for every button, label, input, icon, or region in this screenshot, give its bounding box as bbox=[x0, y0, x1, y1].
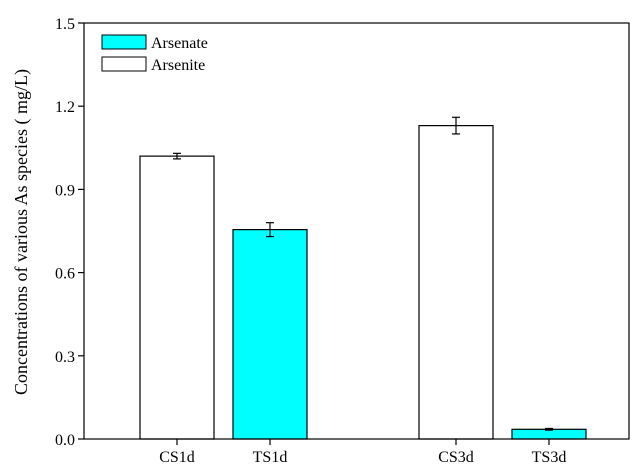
bar-cs1d bbox=[139, 155, 215, 440]
legend: Arsenate Arsenite bbox=[101, 34, 208, 74]
bar-ts1d bbox=[232, 229, 308, 440]
legend-label-arsenate: Arsenate bbox=[151, 35, 208, 52]
y-axis-ticks: 0.0 0.3 0.6 0.9 1.2 1.5 bbox=[55, 16, 84, 449]
bar-cs3d bbox=[418, 125, 494, 440]
y-tick-label: 1.5 bbox=[55, 16, 75, 33]
y-tick-label: 1.2 bbox=[55, 99, 75, 116]
legend-label-arsenite: Arsenite bbox=[151, 57, 205, 74]
plot-frame bbox=[83, 22, 630, 440]
x-tick-label: CS3d bbox=[438, 449, 474, 466]
bar-ts3d bbox=[511, 428, 587, 440]
x-axis-ticks: CS1d TS1d CS3d TS3d bbox=[159, 439, 566, 466]
error-bar-ts3d bbox=[545, 427, 553, 431]
error-bar-cs1d bbox=[173, 152, 181, 160]
error-bar-cs3d bbox=[452, 116, 460, 135]
bars bbox=[139, 116, 587, 440]
x-tick-label: CS1d bbox=[159, 449, 195, 466]
legend-swatch-arsenite bbox=[101, 56, 147, 72]
y-tick-label: 0.3 bbox=[55, 349, 75, 366]
y-tick-label: 0.9 bbox=[55, 182, 75, 199]
y-tick-label: 0.0 bbox=[55, 432, 75, 449]
y-axis-label: Concentrations of various As species ( m… bbox=[11, 69, 32, 395]
error-bar-ts1d bbox=[266, 222, 274, 238]
x-tick-label: TS1d bbox=[253, 449, 288, 466]
x-tick-label: TS3d bbox=[532, 449, 567, 466]
y-tick-label: 0.6 bbox=[55, 266, 75, 283]
legend-swatch-arsenate bbox=[101, 34, 147, 50]
